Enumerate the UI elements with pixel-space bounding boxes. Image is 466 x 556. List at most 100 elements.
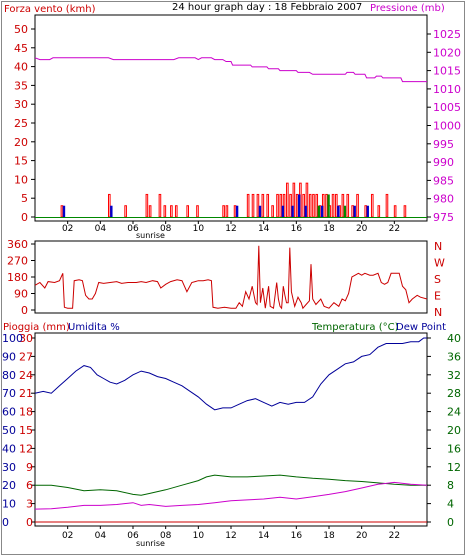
temperature-axis-label: Temperatura (°C)	[311, 322, 399, 333]
temp-axis-tick-label: 4	[447, 498, 454, 511]
rain-axis-tick-label: 12	[19, 442, 33, 455]
wind-axis-label: Forza vento (kmh)	[4, 4, 96, 15]
rain-axis-tick-label: 27	[19, 350, 33, 363]
temperature-series-line	[35, 474, 427, 496]
gust-bar	[304, 205, 307, 217]
rain-axis-tick-label: 15	[19, 424, 33, 437]
gust-bar	[327, 194, 330, 217]
wind-axis-tick-label: 25	[14, 117, 28, 130]
x-tick-label: 22	[389, 224, 400, 234]
x-tick-label: 06	[127, 531, 139, 541]
direction-axis-tick-label: 0	[21, 304, 28, 317]
pressure-axis-label: Pressione (mb)	[370, 3, 445, 14]
pressure-axis-tick-label: 975	[433, 211, 454, 224]
humidity-axis-tick-label: 30	[2, 461, 16, 474]
temp-axis-tick-label: 32	[447, 369, 461, 382]
pressure-axis-tick-label: 1000	[433, 120, 461, 133]
x-tick-label: 08	[160, 531, 172, 541]
direction-axis-tick-label: 360	[7, 238, 28, 251]
humidity-axis-tick-label: 50	[2, 424, 16, 437]
compass-label: S	[434, 273, 441, 286]
rain-axis-tick-label: 3	[26, 498, 33, 511]
direction-axis-tick-label: 270	[7, 255, 28, 268]
compass-label: E	[434, 290, 441, 303]
x-tick-label: 12	[225, 531, 236, 541]
x-tick-label: 06	[127, 224, 139, 234]
x-tick-label: 04	[95, 224, 107, 234]
wind-direction-series-line	[34, 245, 428, 310]
x-tick-label: 14	[258, 224, 270, 234]
gust-bar	[297, 194, 301, 217]
compass-label: N	[434, 306, 442, 319]
chart-title: 24 hour graph day : 18 Febbraio 2007	[172, 2, 362, 13]
rain-axis-tick-label: 6	[26, 479, 33, 492]
humidity-axis-tick-label: 80	[2, 369, 16, 382]
rain-axis-label: Pioggia (mm)	[3, 322, 70, 333]
pressure-axis-tick-label: 1015	[433, 65, 461, 78]
compass-label: N	[434, 240, 442, 253]
x-tick-label: 22	[389, 531, 400, 541]
x-tick-label: 20	[356, 531, 368, 541]
gust-bar	[317, 205, 320, 217]
x-tick-label: 16	[291, 531, 303, 541]
pressure-series-line	[34, 57, 427, 83]
gust-bar	[353, 205, 356, 217]
temp-axis-tick-label: 36	[447, 350, 461, 363]
x-tick-label: 14	[258, 531, 270, 541]
humidity-axis-tick-label: 10	[2, 498, 16, 511]
x-tick-label: 10	[193, 531, 205, 541]
gust-bar	[235, 205, 239, 217]
wind-axis-tick-label: 40	[14, 61, 28, 74]
temp-axis-tick-label: 40	[447, 332, 461, 345]
gust-bar	[366, 205, 369, 217]
gust-bar	[291, 205, 294, 217]
temp-axis-tick-label: 16	[447, 442, 461, 455]
humidity-axis-tick-label: 90	[2, 350, 16, 363]
temp-axis-tick-label: 24	[447, 406, 461, 419]
wind-axis-tick-label: 50	[14, 23, 28, 36]
temp-axis-tick-label: 20	[447, 424, 461, 437]
wind-axis-tick-label: 0	[21, 211, 28, 224]
dew-point-series-line	[34, 481, 428, 510]
pressure-axis-tick-label: 985	[433, 174, 454, 187]
direction-axis-tick-label: 180	[7, 271, 28, 284]
pressure-axis-tick-label: 1005	[433, 101, 461, 114]
x-tick-label: 16	[291, 224, 303, 234]
x-tick-label: 10	[193, 224, 205, 234]
humidity-axis-tick-label: 100	[2, 332, 23, 345]
rain-axis-tick-label: 18	[19, 406, 33, 419]
wind-axis-tick-label: 15	[14, 155, 28, 168]
humidity-series-line	[34, 337, 427, 411]
humidity-axis-tick-label: 40	[2, 442, 16, 455]
wind-axis-tick-label: 5	[21, 192, 28, 205]
x-tick-label: 18	[323, 224, 335, 234]
humidity-axis-tick-label: 60	[2, 406, 16, 419]
compass-label: W	[434, 257, 445, 270]
pressure-axis-tick-label: 1010	[433, 83, 461, 96]
dew-point-axis-label: Dew Point	[396, 322, 446, 333]
pressure-axis-tick-label: 1025	[433, 28, 461, 41]
wind-axis-tick-label: 30	[14, 98, 28, 111]
pressure-axis-tick-label: 995	[433, 138, 454, 151]
gust-bar	[320, 205, 324, 217]
gust-bar	[110, 205, 113, 217]
x-tick-label: 12	[225, 224, 236, 234]
sunrise-label-bottom: sunrise	[136, 539, 165, 548]
wind-axis-tick-label: 20	[14, 136, 28, 149]
gust-bar	[337, 205, 340, 217]
gust-bar	[258, 205, 262, 217]
direction-axis-tick-label: 90	[14, 288, 28, 301]
x-tick-label: 02	[62, 224, 73, 234]
temp-axis-tick-label: 28	[447, 387, 461, 400]
humidity-axis-tick-label: 0	[2, 516, 9, 529]
temp-axis-tick-label: 8	[447, 479, 454, 492]
humidity-axis-label: Umidita %	[68, 322, 120, 333]
x-tick-label: 20	[356, 224, 368, 234]
x-tick-label: 18	[323, 531, 335, 541]
wind-axis-tick-label: 45	[14, 42, 28, 55]
x-tick-label: 02	[62, 531, 73, 541]
rain-axis-tick-label: 21	[19, 387, 33, 400]
